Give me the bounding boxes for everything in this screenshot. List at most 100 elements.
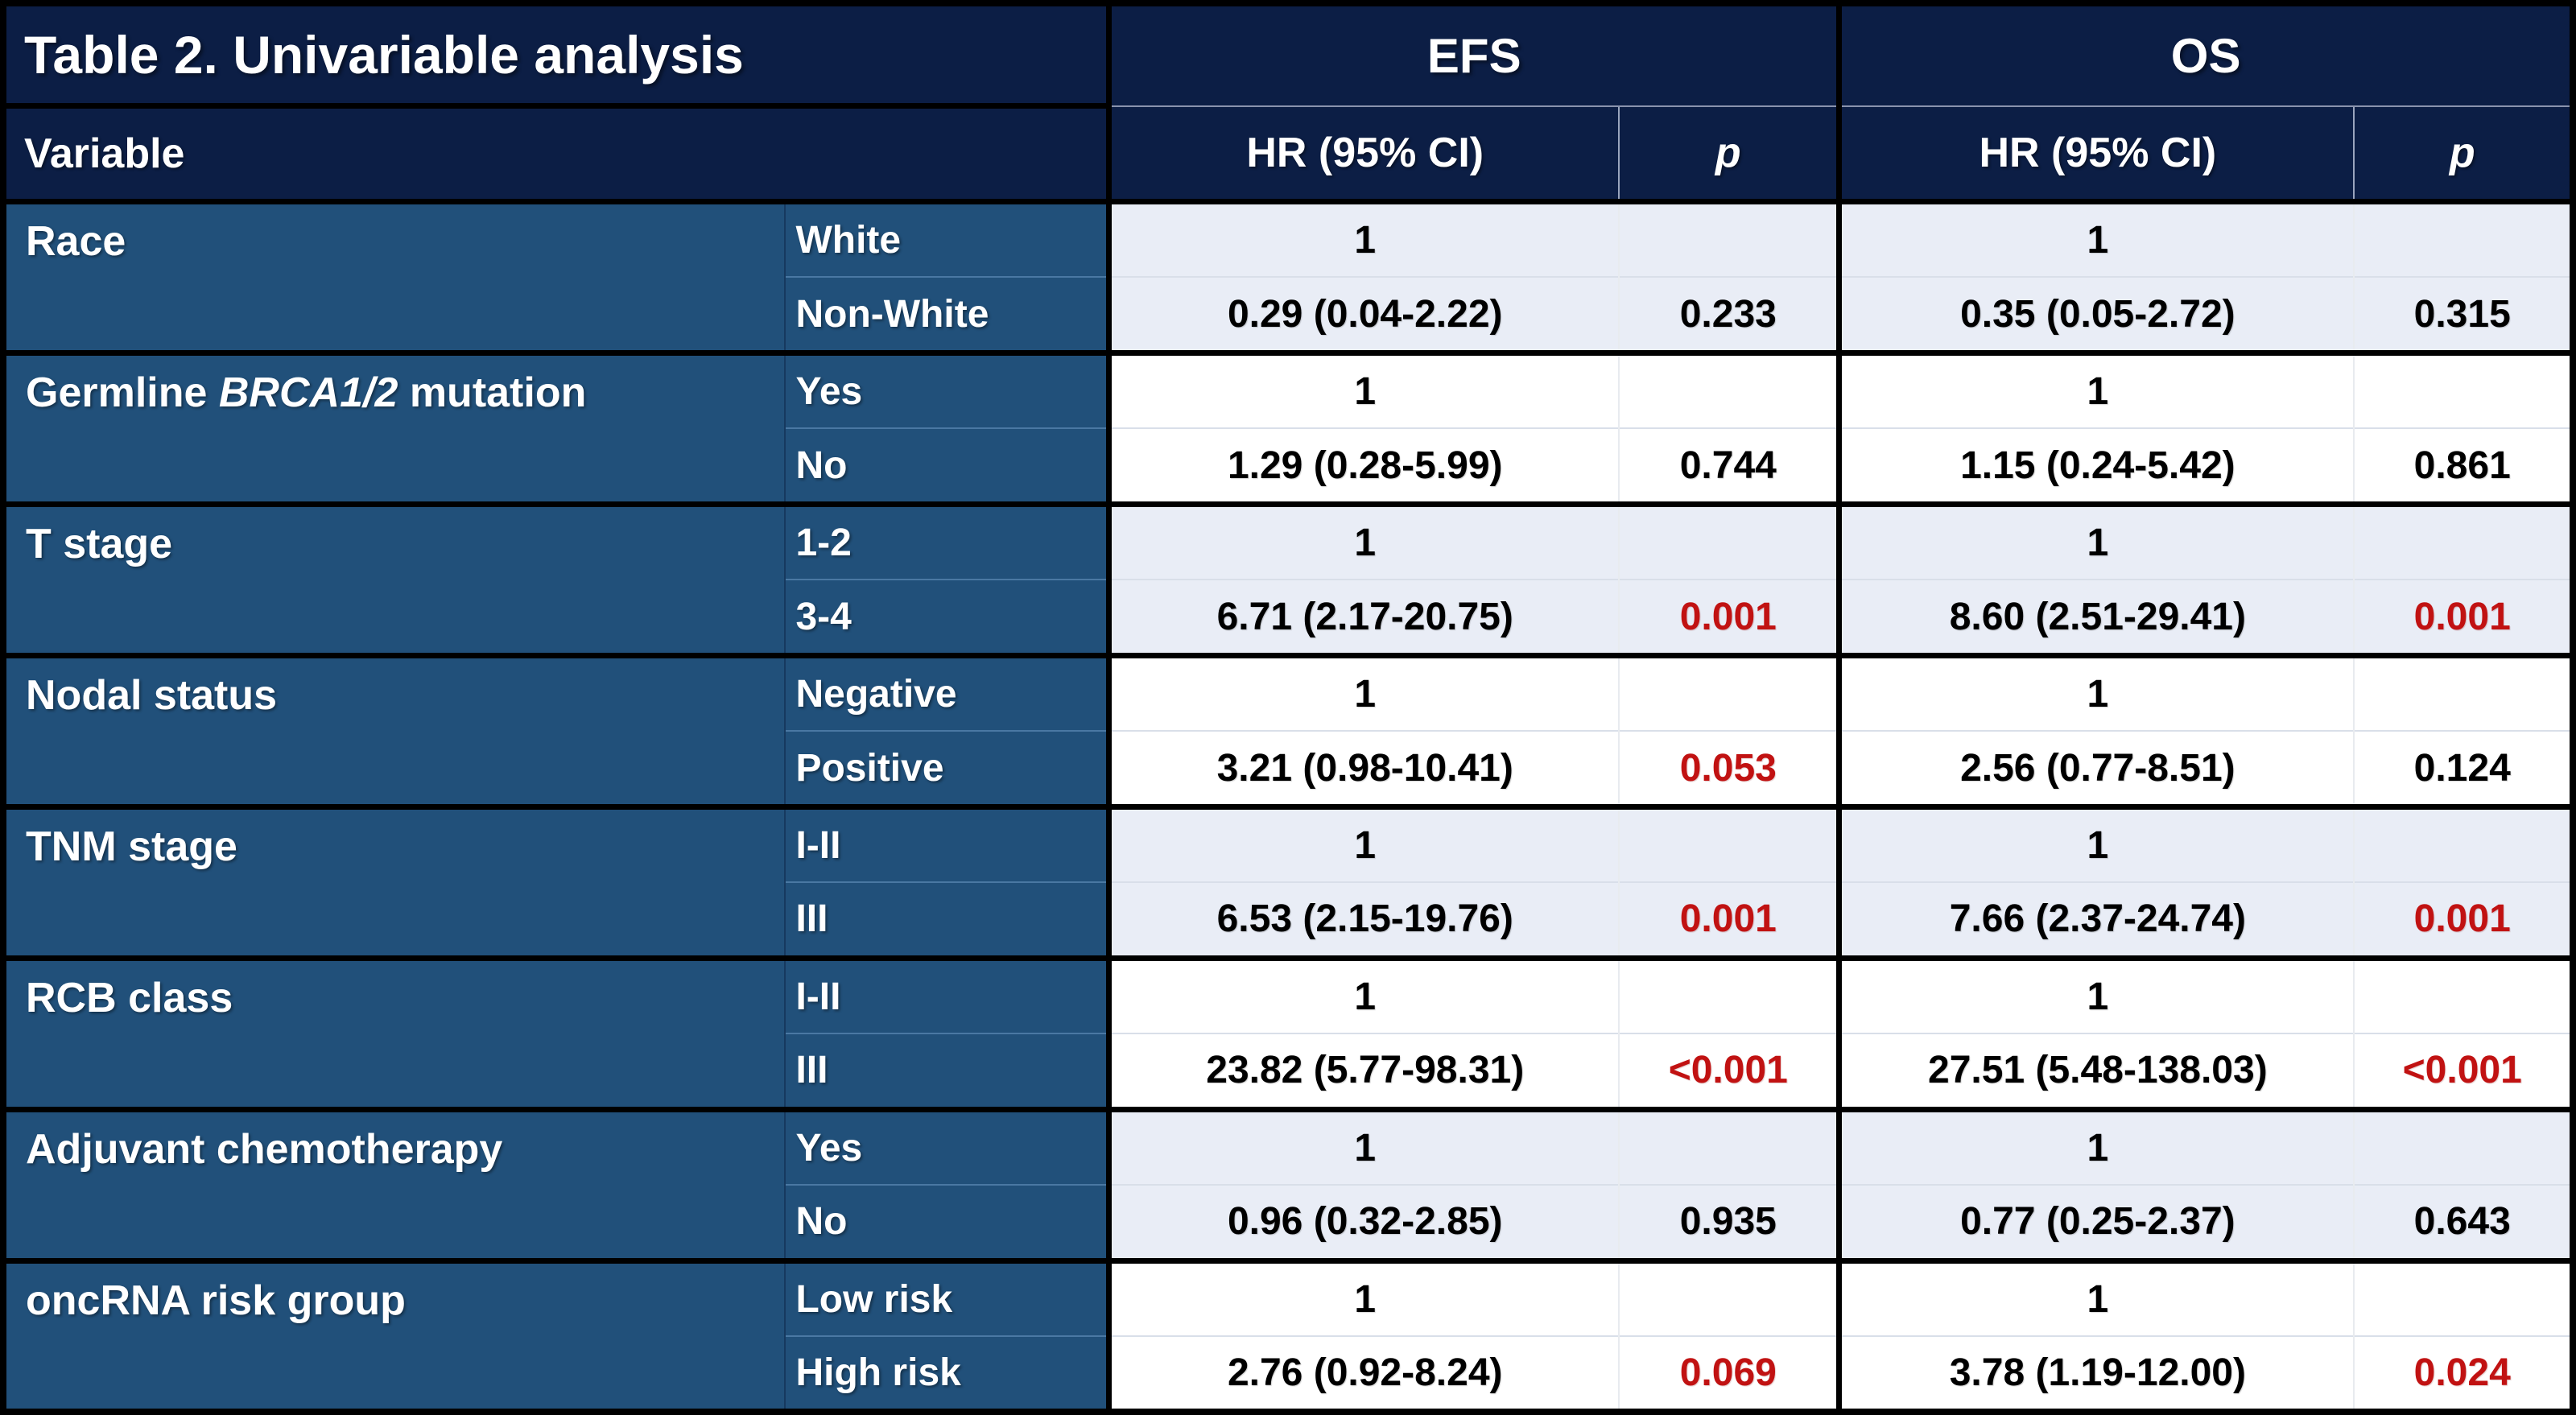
os-hr-cell: 1 [1836, 501, 2355, 580]
efs-hr-cell: 1 [1106, 349, 1620, 429]
efs-hr-cell: 1 [1106, 955, 1620, 1034]
efs-p-cell: 0.935 [1618, 1184, 1839, 1261]
os-hr-cell: 1 [1836, 199, 2355, 278]
efs-p-cell [1618, 652, 1839, 732]
efs-p-cell: 0.744 [1618, 427, 1839, 505]
level-cell: Positive [784, 730, 1109, 807]
os-hr-cell: 8.60 (2.51-29.41) [1836, 579, 2355, 656]
efs-p-cell: <0.001 [1618, 1033, 1839, 1110]
efs-hr-cell: 1 [1106, 1106, 1620, 1186]
os-p-cell [2353, 955, 2573, 1034]
os-p-cell [2353, 199, 2573, 278]
level-cell: III [784, 881, 1109, 959]
os-p-cell [2353, 803, 2573, 883]
os-p-cell: <0.001 [2353, 1033, 2573, 1110]
os-hr-cell: 3.78 (1.19-12.00) [1836, 1335, 2355, 1412]
table-row: T stage 1-2 1 1 [3, 501, 2573, 656]
os-hr-column-header: HR (95% CI) [1836, 105, 2355, 204]
level-cell: Negative [784, 652, 1109, 732]
table-row: RCB class I-II 1 1 [3, 955, 2573, 1110]
efs-hr-cell: 2.76 (0.92-8.24) [1106, 1335, 1620, 1412]
table-row: Positive 3.21 (0.98-10.41) 0.053 2.56 (0… [3, 730, 2573, 807]
efs-p-cell [1618, 1106, 1839, 1186]
efs-p-cell [1618, 199, 1839, 278]
level-cell: Yes [784, 1106, 1109, 1186]
level-cell: 1-2 [784, 501, 1109, 580]
level-cell: No [784, 427, 1109, 505]
table-row: oncRNA risk group Low risk 1 1 [3, 1257, 2573, 1412]
efs-hr-cell: 6.71 (2.17-20.75) [1106, 579, 1620, 656]
os-hr-cell: 7.66 (2.37-24.74) [1836, 881, 2355, 959]
efs-hr-cell: 6.53 (2.15-19.76) [1106, 881, 1620, 959]
table-title: Table 2. Univariable analysis [3, 3, 1109, 109]
os-hr-cell: 1 [1836, 349, 2355, 429]
efs-p-cell [1618, 1257, 1839, 1337]
efs-hr-cell: 0.29 (0.04-2.22) [1106, 276, 1620, 353]
os-p-cell [2353, 1257, 2573, 1337]
os-hr-cell: 1 [1836, 1257, 2355, 1337]
table-row: Non-White 0.29 (0.04-2.22) 0.233 0.35 (0… [3, 276, 2573, 353]
efs-p-cell [1618, 803, 1839, 883]
efs-hr-cell: 1.29 (0.28-5.99) [1106, 427, 1620, 505]
efs-hr-cell: 1 [1106, 803, 1620, 883]
os-p-cell [2353, 349, 2573, 429]
os-p-cell [2353, 1106, 2573, 1186]
os-hr-cell: 1 [1836, 955, 2355, 1034]
level-cell: No [784, 1184, 1109, 1261]
os-p-cell: 0.861 [2353, 427, 2573, 505]
variable-name-tnm-stage: TNM stage [3, 803, 786, 959]
efs-p-cell: 0.233 [1618, 276, 1839, 353]
efs-hr-cell: 0.96 (0.32-2.85) [1106, 1184, 1620, 1261]
table-row: Adjuvant chemotherapy Yes 1 1 [3, 1106, 2573, 1261]
os-hr-cell: 1.15 (0.24-5.42) [1836, 427, 2355, 505]
variable-name-germline-brca-mutation: Germline BRCA1/2 mutation [3, 349, 786, 505]
os-p-cell [2353, 652, 2573, 732]
level-cell: High risk [784, 1335, 1109, 1412]
efs-p-cell: 0.001 [1618, 579, 1839, 656]
efs-p-cell: 0.001 [1618, 881, 1839, 959]
efs-hr-cell: 1 [1106, 652, 1620, 732]
variable-column-header: Variable [3, 105, 1109, 204]
efs-hr-cell: 23.82 (5.77-98.31) [1106, 1033, 1620, 1110]
table-row: Nodal status Negative 1 1 [3, 652, 2573, 807]
efs-p-cell [1618, 955, 1839, 1034]
level-cell: I-II [784, 955, 1109, 1034]
level-cell: Yes [784, 349, 1109, 429]
efs-hr-cell: 1 [1106, 1257, 1620, 1337]
os-p-cell [2353, 501, 2573, 580]
os-p-cell: 0.124 [2353, 730, 2573, 807]
os-p-cell: 0.001 [2353, 881, 2573, 959]
os-hr-cell: 1 [1836, 652, 2355, 732]
os-p-column-header: p [2353, 105, 2573, 204]
os-p-cell: 0.315 [2353, 276, 2573, 353]
level-cell: White [784, 199, 1109, 278]
table-row: TNM stage I-II 1 1 [3, 803, 2573, 959]
variable-name-oncrna-risk-group: oncRNA risk group [3, 1257, 786, 1412]
level-cell: I-II [784, 803, 1109, 883]
efs-p-cell [1618, 349, 1839, 429]
efs-hr-column-header: HR (95% CI) [1106, 105, 1620, 204]
os-hr-cell: 0.35 (0.05-2.72) [1836, 276, 2355, 353]
efs-group-header: EFS [1106, 3, 1839, 107]
efs-p-column-header: p [1618, 105, 1839, 204]
level-cell: 3-4 [784, 579, 1109, 656]
variable-name-adjuvant-chemotherapy: Adjuvant chemotherapy [3, 1106, 786, 1261]
variable-name-t-stage: T stage [3, 501, 786, 656]
os-hr-cell: 1 [1836, 803, 2355, 883]
os-hr-cell: 1 [1836, 1106, 2355, 1186]
os-hr-cell: 0.77 (0.25-2.37) [1836, 1184, 2355, 1261]
os-p-cell: 0.643 [2353, 1184, 2573, 1261]
os-p-cell: 0.001 [2353, 579, 2573, 656]
efs-hr-cell: 3.21 (0.98-10.41) [1106, 730, 1620, 807]
efs-p-cell [1618, 501, 1839, 580]
os-hr-cell: 27.51 (5.48-138.03) [1836, 1033, 2355, 1110]
efs-hr-cell: 1 [1106, 501, 1620, 580]
table-row: Germline BRCA1/2 mutation Yes 1 1 [3, 349, 2573, 505]
level-cell: III [784, 1033, 1109, 1110]
variable-name-race: Race [3, 199, 786, 353]
level-cell: Low risk [784, 1257, 1109, 1337]
efs-p-cell: 0.053 [1618, 730, 1839, 807]
level-cell: Non-White [784, 276, 1109, 353]
